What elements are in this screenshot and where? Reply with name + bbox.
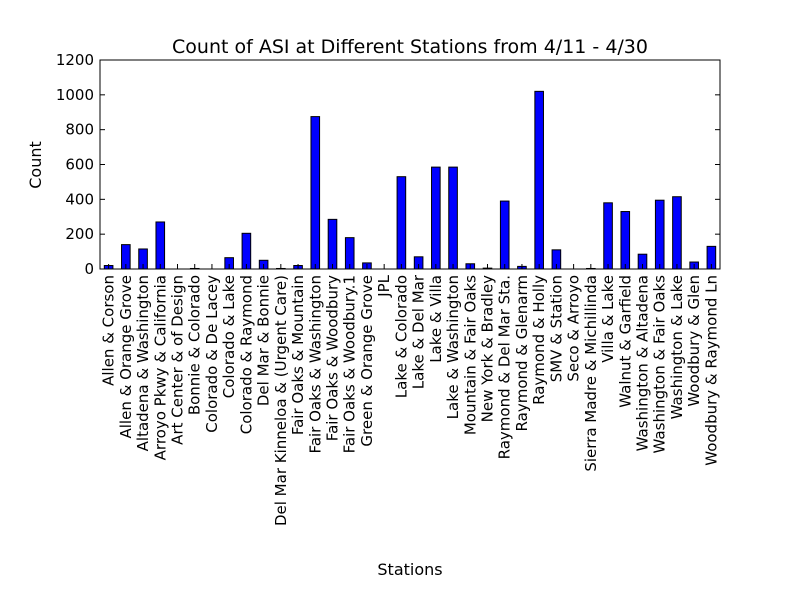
y-tick-label: 1200: [56, 51, 94, 69]
x-tick-label: Washington & Fair Oaks: [651, 275, 669, 454]
x-tick-label: Lake & Colorado: [392, 275, 410, 398]
bar: [654, 199, 665, 270]
x-tick-label: Del Mar Kinneloa & (Urgent Care): [272, 275, 290, 526]
y-tick-label: 400: [65, 190, 94, 208]
bar: [603, 202, 613, 270]
y-tick-label: 1000: [56, 86, 94, 104]
x-tick-label: Walnut & Garfield: [616, 275, 634, 408]
x-tick-label: Bonnie & Colorado: [186, 275, 204, 415]
bar: [431, 166, 441, 270]
y-axis-label: Count: [26, 141, 45, 189]
x-tick-label: Colorado & Raymond: [237, 275, 255, 434]
x-tick-label: Arroyo Pkwy & California: [151, 275, 169, 460]
x-tick-label: JPL: [375, 274, 393, 297]
x-tick-label: Fair Oaks & Woodbury.1: [341, 275, 359, 453]
bar: [241, 232, 252, 270]
x-tick-label: Washington & Altadena: [634, 275, 652, 451]
y-ticks-group: 0 200 400 600 800 1000 1200: [56, 51, 720, 278]
x-ticks-group: Allen & Corson Allen & Orange Grove Altade…: [100, 264, 720, 526]
x-tick-label: Fair Oaks & Mountain: [289, 275, 307, 435]
x-tick-label: Allen & Orange Grove: [117, 275, 135, 439]
x-axis-label: Stations: [377, 560, 442, 579]
x-tick-label: Colorado & Lake: [220, 275, 238, 398]
x-tick-label: Seco & Arroyo: [565, 275, 583, 382]
x-tick-label: Fair Oaks & Washington: [306, 275, 324, 453]
x-tick-label: SMV & Station: [547, 275, 565, 382]
x-tick-label: Lake & Del Mar: [410, 274, 428, 389]
plot-frame: [99, 59, 721, 270]
bar: [448, 166, 458, 270]
x-tick-label: Altadena & Washington: [134, 275, 152, 451]
x-tick-label: Raymond & Glenarm: [513, 275, 531, 431]
y-tick-label: 600: [65, 156, 94, 174]
x-tick-label: Washington & Lake: [668, 275, 686, 419]
x-tick-label: Raymond & Del Mar Sta.: [496, 275, 514, 459]
x-tick-label: New York & Bradley: [479, 275, 497, 422]
bar: [672, 196, 682, 270]
x-tick-label: Art Center & of Design: [169, 275, 187, 445]
bar: [620, 211, 631, 270]
y-tick-label: 800: [65, 121, 94, 139]
x-tick-label: Fair Oaks & Woodbury: [324, 275, 342, 441]
y-tick-label: 0: [84, 260, 94, 278]
x-tick-label: Sierra Madre & Michillinda: [582, 275, 600, 472]
x-tick-label: Allen & Corson: [100, 275, 118, 386]
bar: [327, 218, 338, 270]
x-tick-label: Colorado & De Lacey: [203, 275, 221, 433]
x-tick-label: Woodbury & Glen: [685, 275, 703, 407]
x-tick-label: Raymond & Holly: [530, 275, 548, 405]
x-tick-label: Mountain & Fair Oaks: [461, 275, 479, 435]
x-tick-label: Lake & Villa: [427, 275, 445, 363]
x-tick-label: Villa & Lake: [599, 275, 617, 363]
x-tick-label: Green & Orange Grove: [358, 275, 376, 447]
x-tick-label: Lake & Washington: [444, 275, 462, 419]
x-tick-label: Del Mar & Bonnie: [255, 275, 273, 406]
chart-title: Count of ASI at Different Stations from …: [172, 36, 648, 58]
bar: [499, 200, 510, 270]
bar: [396, 176, 407, 270]
bar: [534, 90, 544, 270]
x-tick-label: Woodbury & Raymond Ln: [702, 275, 720, 466]
y-tick-label: 200: [65, 225, 94, 243]
bar: [155, 221, 166, 270]
bar: [310, 116, 321, 270]
